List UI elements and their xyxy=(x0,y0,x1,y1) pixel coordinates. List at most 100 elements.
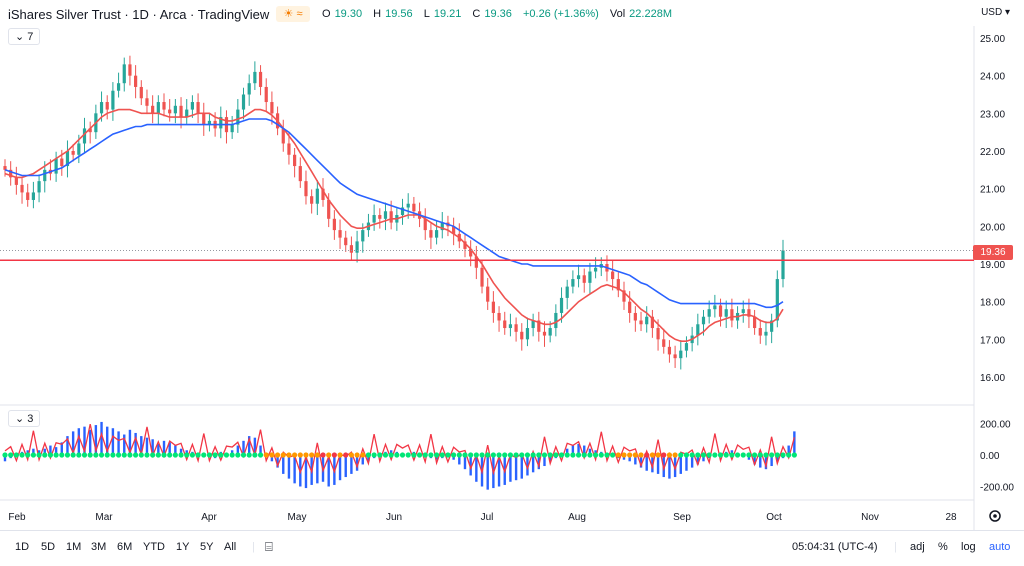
candle-body xyxy=(9,169,13,178)
candle-body xyxy=(474,256,478,268)
last-price-tag: 19.36 xyxy=(973,245,1013,260)
zero-line-dot xyxy=(411,452,417,458)
settings-gear-icon[interactable] xyxy=(989,510,1001,522)
zero-line-dot xyxy=(763,452,769,458)
oscillator-line xyxy=(4,423,796,476)
candle-body xyxy=(378,215,382,219)
ohlc-high: H 19.56 xyxy=(373,8,413,20)
candle-body xyxy=(173,105,177,114)
histogram-bar xyxy=(77,428,81,455)
candle-body xyxy=(639,320,643,325)
candle-body xyxy=(770,320,774,332)
candle-body xyxy=(241,94,246,110)
zero-line-dot xyxy=(439,452,445,458)
histogram-bar xyxy=(588,448,592,455)
zero-line-dot xyxy=(343,452,349,458)
candle-body xyxy=(412,203,416,212)
zero-line-dot xyxy=(98,452,105,458)
candle-body xyxy=(54,158,58,174)
zero-line-dot xyxy=(19,452,25,458)
zero-line-dot xyxy=(394,452,400,458)
histogram-bar xyxy=(458,455,461,465)
histogram-bar xyxy=(367,455,370,462)
histogram-bar xyxy=(668,455,671,479)
range-5d[interactable]: 5D xyxy=(41,541,56,553)
zero-line-dot xyxy=(8,452,14,458)
zero-line-dot xyxy=(167,452,173,458)
candle-body xyxy=(582,275,586,283)
range-all[interactable]: All xyxy=(224,541,237,553)
zero-line-dot xyxy=(297,452,303,458)
osc-legend-toggle[interactable]: ⌄ 3 xyxy=(8,410,41,427)
histogram-bar xyxy=(106,426,109,455)
time-axis: Feb Mar Apr May Jun Jul Aug Sep Oct Nov 28 xyxy=(8,512,957,523)
range-5y[interactable]: 5Y xyxy=(200,541,214,553)
currency-selector[interactable]: USD ▾ xyxy=(981,7,1010,18)
chart-canvas[interactable]: 25.00 24.00 23.00 22.00 21.00 20.00 19.00 18.00… xyxy=(0,0,1024,530)
price-tick-label: 23.00 xyxy=(980,109,1005,120)
histogram-bar xyxy=(475,455,478,482)
histogram-bar xyxy=(151,439,154,455)
zero-line-dot xyxy=(757,452,763,458)
candle-body xyxy=(372,215,376,223)
main-legend-toggle[interactable]: ⌄ 7 xyxy=(8,28,41,45)
zero-line-dot xyxy=(252,452,258,458)
market-status-badge[interactable]: ☀ ≈ xyxy=(276,6,310,22)
histogram-bar xyxy=(571,445,575,455)
symbol-title[interactable]: iShares Silver Trust · 1D · Arca · Tradi… xyxy=(8,7,270,22)
zero-line-dot xyxy=(462,452,468,458)
histogram-bar xyxy=(247,436,251,455)
candle-body xyxy=(134,75,138,87)
histogram-bar xyxy=(566,448,569,455)
zero-line-dot xyxy=(133,452,139,458)
zero-line-dot xyxy=(712,452,718,458)
candle-body xyxy=(508,324,513,329)
histogram-bar xyxy=(282,455,285,474)
osc-tick-label: -200.00 xyxy=(980,483,1014,494)
time-tick-label: May xyxy=(288,512,307,523)
zero-line-dot xyxy=(700,452,707,458)
adj-toggle[interactable]: adj xyxy=(910,541,925,553)
histogram-bar xyxy=(304,455,308,489)
log-toggle[interactable]: log xyxy=(961,541,976,553)
zero-line-dot xyxy=(649,452,655,458)
auto-toggle[interactable]: auto xyxy=(989,541,1011,553)
candle-body xyxy=(491,301,495,313)
range-1y[interactable]: 1Y xyxy=(176,541,190,553)
zero-line-dot xyxy=(405,452,411,458)
range-1d[interactable]: 1D xyxy=(15,541,30,553)
candle-body xyxy=(662,339,666,347)
range-1m[interactable]: 1M xyxy=(66,541,82,553)
zero-line-dot xyxy=(286,452,292,458)
histogram-bar xyxy=(759,455,762,468)
candle-body xyxy=(588,271,592,283)
range-6m[interactable]: 6M xyxy=(117,541,133,553)
percent-toggle[interactable]: % xyxy=(938,541,948,553)
zero-line-dot xyxy=(246,452,252,458)
histogram-bar xyxy=(531,455,535,473)
histogram-bar xyxy=(236,445,240,455)
zero-line-dot xyxy=(30,452,36,458)
zero-line-dot xyxy=(485,452,491,458)
histogram-bar xyxy=(634,455,637,465)
histogram-bar xyxy=(88,429,92,455)
price-tick-label: 17.00 xyxy=(980,335,1005,346)
zero-line-dot xyxy=(513,452,519,458)
calendar-range-icon[interactable]: ⌸ xyxy=(265,539,273,554)
candle-body xyxy=(423,218,427,231)
histogram-bar xyxy=(327,455,330,487)
histogram-bar xyxy=(83,426,86,455)
zero-line-dot xyxy=(115,452,122,458)
candle-body xyxy=(105,102,109,110)
histogram-bar xyxy=(520,455,523,479)
candle-body xyxy=(679,350,683,359)
histogram-bar xyxy=(537,455,541,470)
bottom-toolbar: 1D 5D 1M 3M 6M YTD 1Y 5Y All | ⌸ 05:04:3… xyxy=(0,530,1024,566)
zero-line-dot xyxy=(581,452,587,458)
range-3m[interactable]: 3M xyxy=(91,541,107,553)
price-tick-label: 24.00 xyxy=(980,72,1005,83)
zero-line-dot xyxy=(2,452,8,458)
histogram-bar xyxy=(32,448,35,455)
candle-body xyxy=(315,188,319,204)
range-ytd[interactable]: YTD xyxy=(143,541,165,553)
